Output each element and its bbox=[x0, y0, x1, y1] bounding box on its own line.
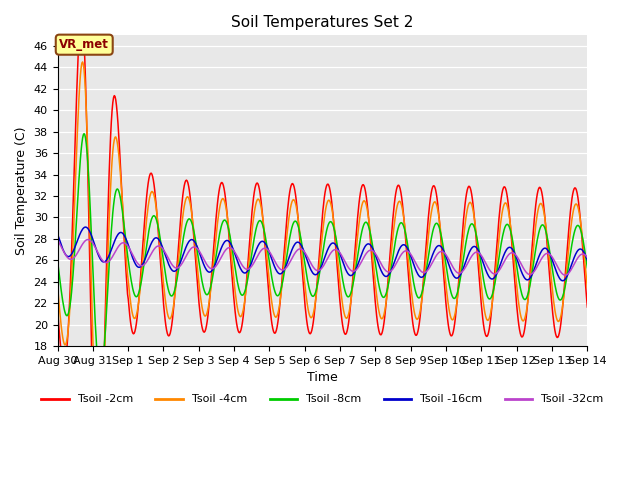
Tsoil -16cm bbox=[118, 230, 126, 236]
Tsoil -8cm bbox=[119, 214, 127, 220]
Tsoil -2cm bbox=[404, 262, 412, 268]
Tsoil -32cm bbox=[200, 257, 208, 263]
Tsoil -16cm bbox=[200, 263, 208, 268]
Tsoil -2cm bbox=[201, 329, 209, 335]
Line: Tsoil -16cm: Tsoil -16cm bbox=[58, 227, 588, 281]
Tsoil -8cm bbox=[388, 259, 396, 265]
Tsoil -4cm bbox=[119, 210, 127, 216]
Tsoil -4cm bbox=[173, 273, 180, 279]
Tsoil -8cm bbox=[80, 131, 88, 136]
Tsoil -2cm bbox=[584, 304, 591, 310]
Tsoil -4cm bbox=[404, 250, 412, 256]
Tsoil -2cm bbox=[63, 342, 71, 348]
Tsoil -2cm bbox=[54, 305, 61, 311]
Tsoil -32cm bbox=[54, 237, 61, 243]
Tsoil -16cm bbox=[82, 224, 90, 230]
Tsoil -32cm bbox=[387, 268, 395, 274]
Tsoil -16cm bbox=[172, 267, 180, 273]
Tsoil -4cm bbox=[388, 242, 396, 248]
Tsoil -32cm bbox=[403, 248, 411, 254]
Tsoil -8cm bbox=[584, 265, 591, 271]
Tsoil -16cm bbox=[63, 253, 71, 259]
Tsoil -4cm bbox=[54, 282, 61, 288]
Tsoil -32cm bbox=[84, 237, 92, 242]
Y-axis label: Soil Temperature (C): Soil Temperature (C) bbox=[15, 126, 28, 255]
Line: Tsoil -4cm: Tsoil -4cm bbox=[58, 62, 588, 456]
Tsoil -16cm bbox=[559, 278, 567, 284]
Line: Tsoil -32cm: Tsoil -32cm bbox=[58, 240, 588, 275]
Tsoil -32cm bbox=[172, 265, 180, 271]
Tsoil -16cm bbox=[403, 244, 411, 250]
Legend: Tsoil -2cm, Tsoil -4cm, Tsoil -8cm, Tsoil -16cm, Tsoil -32cm: Tsoil -2cm, Tsoil -4cm, Tsoil -8cm, Tsoi… bbox=[37, 390, 608, 409]
Tsoil -8cm bbox=[201, 289, 209, 295]
Tsoil -8cm bbox=[173, 277, 180, 283]
Line: Tsoil -2cm: Tsoil -2cm bbox=[58, 15, 588, 480]
Tsoil -4cm bbox=[79, 59, 86, 65]
Tsoil -32cm bbox=[63, 254, 71, 260]
Tsoil -32cm bbox=[561, 272, 569, 278]
Tsoil -32cm bbox=[118, 240, 126, 246]
Line: Tsoil -8cm: Tsoil -8cm bbox=[58, 133, 588, 376]
Tsoil -4cm bbox=[584, 285, 591, 291]
X-axis label: Time: Time bbox=[307, 372, 338, 384]
Tsoil -8cm bbox=[97, 373, 104, 379]
Tsoil -8cm bbox=[63, 313, 71, 319]
Title: Soil Temperatures Set 2: Soil Temperatures Set 2 bbox=[231, 15, 413, 30]
Tsoil -4cm bbox=[95, 454, 102, 459]
Tsoil -2cm bbox=[173, 264, 180, 270]
Tsoil -32cm bbox=[584, 254, 591, 260]
Tsoil -4cm bbox=[201, 313, 209, 319]
Tsoil -2cm bbox=[78, 12, 86, 18]
Tsoil -8cm bbox=[54, 258, 61, 264]
Tsoil -16cm bbox=[54, 231, 61, 237]
Tsoil -16cm bbox=[584, 257, 591, 263]
Tsoil -8cm bbox=[404, 241, 412, 247]
Tsoil -16cm bbox=[387, 267, 395, 273]
Text: VR_met: VR_met bbox=[60, 38, 109, 51]
Tsoil -2cm bbox=[119, 215, 127, 221]
Tsoil -2cm bbox=[388, 225, 396, 230]
Tsoil -4cm bbox=[63, 336, 71, 342]
